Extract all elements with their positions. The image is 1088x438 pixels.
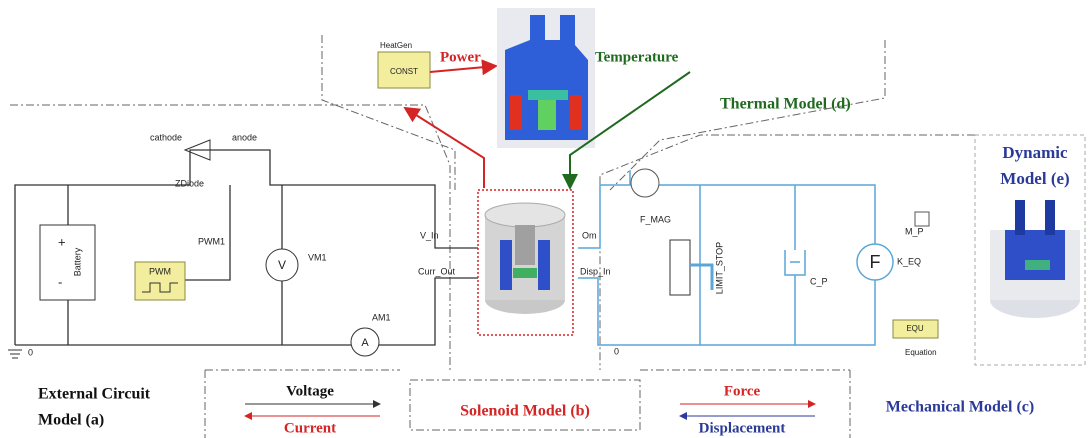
label: M_P [905, 226, 924, 236]
thermal-image [497, 8, 595, 148]
label: LIMIT_STOP [714, 242, 724, 294]
label: Power [440, 49, 481, 65]
label: Voltage [286, 383, 334, 399]
label: PWM [149, 266, 171, 276]
label: 0 [614, 346, 619, 356]
label: Displacement [699, 420, 786, 436]
title: Thermal Model (d) [720, 96, 851, 113]
label: K_EQ [897, 256, 921, 266]
label: Om [582, 230, 597, 240]
label: AM1 [372, 312, 391, 322]
label: anode [232, 132, 257, 142]
title: Model (e) [1000, 169, 1069, 188]
label: Current [284, 420, 336, 436]
label: + [58, 234, 66, 249]
title: Model (a) [38, 412, 104, 429]
label: Curr_Out [418, 266, 456, 276]
label: 0 [28, 347, 33, 357]
external-circuit: cathode anode ZDiode PWM1 + - Battery PW… [8, 132, 478, 428]
label: cathode [150, 132, 182, 142]
label: Temperature [595, 49, 679, 65]
label: VM1 [308, 252, 327, 262]
label: - [58, 274, 62, 289]
mechanical-model: F_MAG Om Disp_In LIMIT_STOP C_P F K_EQ M… [578, 169, 1034, 416]
label: Force [724, 383, 761, 399]
label: ZDiode [175, 178, 204, 188]
thermal-model: HeatGen CONST Power Temperature Thermal … [378, 8, 851, 188]
solenoid-model: Solenoid Model (b) [460, 190, 590, 420]
label: F [870, 252, 881, 272]
label: V_In [420, 230, 439, 240]
label: CONST [390, 67, 418, 76]
title: Solenoid Model (b) [460, 403, 590, 420]
label: F_MAG [640, 214, 671, 224]
label: EQU [906, 324, 924, 333]
label: PWM1 [198, 236, 225, 246]
label: Disp_In [580, 266, 611, 276]
title: Mechanical Model (c) [886, 399, 1034, 416]
label: Battery [72, 247, 82, 276]
title: Dynamic [1002, 143, 1068, 162]
label: A [361, 337, 369, 349]
title: External Circuit [38, 386, 151, 403]
label: V [278, 258, 286, 272]
label: C_P [810, 276, 828, 286]
label: HeatGen [380, 41, 412, 50]
diagram: HeatGen CONST Power Temperature Thermal … [0, 0, 1088, 438]
label: Equation [905, 348, 937, 357]
dynamic-model: Dynamic Model (e) [990, 143, 1080, 318]
